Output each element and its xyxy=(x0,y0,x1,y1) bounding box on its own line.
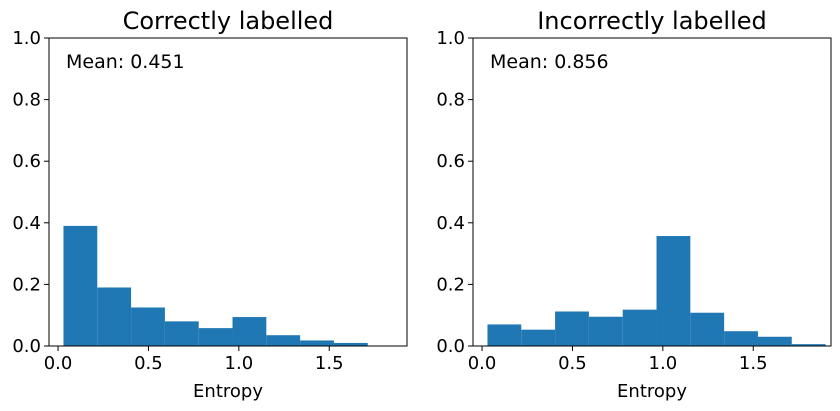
y-ticks: 0.0 0.2 0.4 0.6 0.8 1.0 xyxy=(436,28,473,357)
histogram-bar xyxy=(791,344,826,346)
y-ticks: 0.0 0.2 0.4 0.6 0.8 1.0 xyxy=(12,28,49,357)
panel-correctly-labelled: Correctly labelled 0.0 0.5 1.0 1.5 0.00.20.… xyxy=(12,7,408,402)
x-tick-label: 1.5 xyxy=(315,353,344,374)
y-tick-label: 0.8 xyxy=(436,90,465,111)
histogram-bar xyxy=(724,331,758,346)
histogram-bar xyxy=(690,312,725,346)
y-tick-label: 0.4 xyxy=(436,213,465,234)
x-tick-label: 0.5 xyxy=(558,353,587,374)
mean-annotation: Mean: 0.451 xyxy=(66,51,185,73)
histogram-bar xyxy=(521,329,556,346)
x-axis-label: Entropy xyxy=(617,381,687,402)
x-tick-label: 1.5 xyxy=(739,353,768,374)
y-tick-label: 1.0 xyxy=(436,28,465,49)
x-tick-label: 0.0 xyxy=(44,353,73,374)
y-tick-label: 0.0 xyxy=(436,336,465,357)
y-tick-label: 0.4 xyxy=(12,213,41,234)
panel-title: Correctly labelled xyxy=(123,7,334,35)
histogram-bar xyxy=(555,311,589,346)
histogram-bar xyxy=(198,328,233,346)
y-tick-label: 0.8 xyxy=(12,90,41,111)
x-tick-label: 1.0 xyxy=(649,353,678,374)
panel-incorrectly-labelled: Incorrectly labelled 0.0 0.5 1.0 1.5 0.0 0.2… xyxy=(436,7,832,402)
y-tick-label: 0.0 xyxy=(12,336,41,357)
histogram-bar xyxy=(588,316,623,346)
y-tick-label: 0.2 xyxy=(12,274,41,295)
x-tick-label: 1.0 xyxy=(225,353,254,374)
histogram-bar xyxy=(487,324,522,346)
histogram-bar xyxy=(333,342,368,346)
histogram-bar xyxy=(656,236,691,346)
histogram-bar xyxy=(232,317,267,346)
x-tick-label: 0.5 xyxy=(134,353,163,374)
histogram-bar xyxy=(300,340,334,346)
bars xyxy=(63,225,368,346)
x-axis-label: Entropy xyxy=(193,381,263,402)
y-tick-label: 0.6 xyxy=(436,151,465,172)
bars xyxy=(487,236,826,346)
histogram-bar xyxy=(622,309,657,346)
plot-frame xyxy=(48,37,408,347)
x-ticks: 0.0 0.5 1.0 1.5 xyxy=(468,346,768,374)
mean-annotation: Mean: 0.856 xyxy=(490,51,609,73)
histogram-bar xyxy=(164,321,199,346)
y-tick-label: 1.0 xyxy=(12,28,41,49)
x-ticks: 0.0 0.5 1.0 1.5 xyxy=(44,346,344,374)
histogram-bar xyxy=(757,336,792,346)
histogram-bar xyxy=(63,225,98,346)
y-tick-label: 0.6 xyxy=(12,151,41,172)
y-tick-label: 0.2 xyxy=(436,274,465,295)
histogram-bar xyxy=(131,307,165,346)
histogram-bar xyxy=(266,335,301,346)
plot-frame xyxy=(472,37,832,347)
panel-title: Incorrectly labelled xyxy=(537,7,767,35)
x-tick-label: 0.0 xyxy=(468,353,497,374)
histogram-bar xyxy=(97,287,132,346)
